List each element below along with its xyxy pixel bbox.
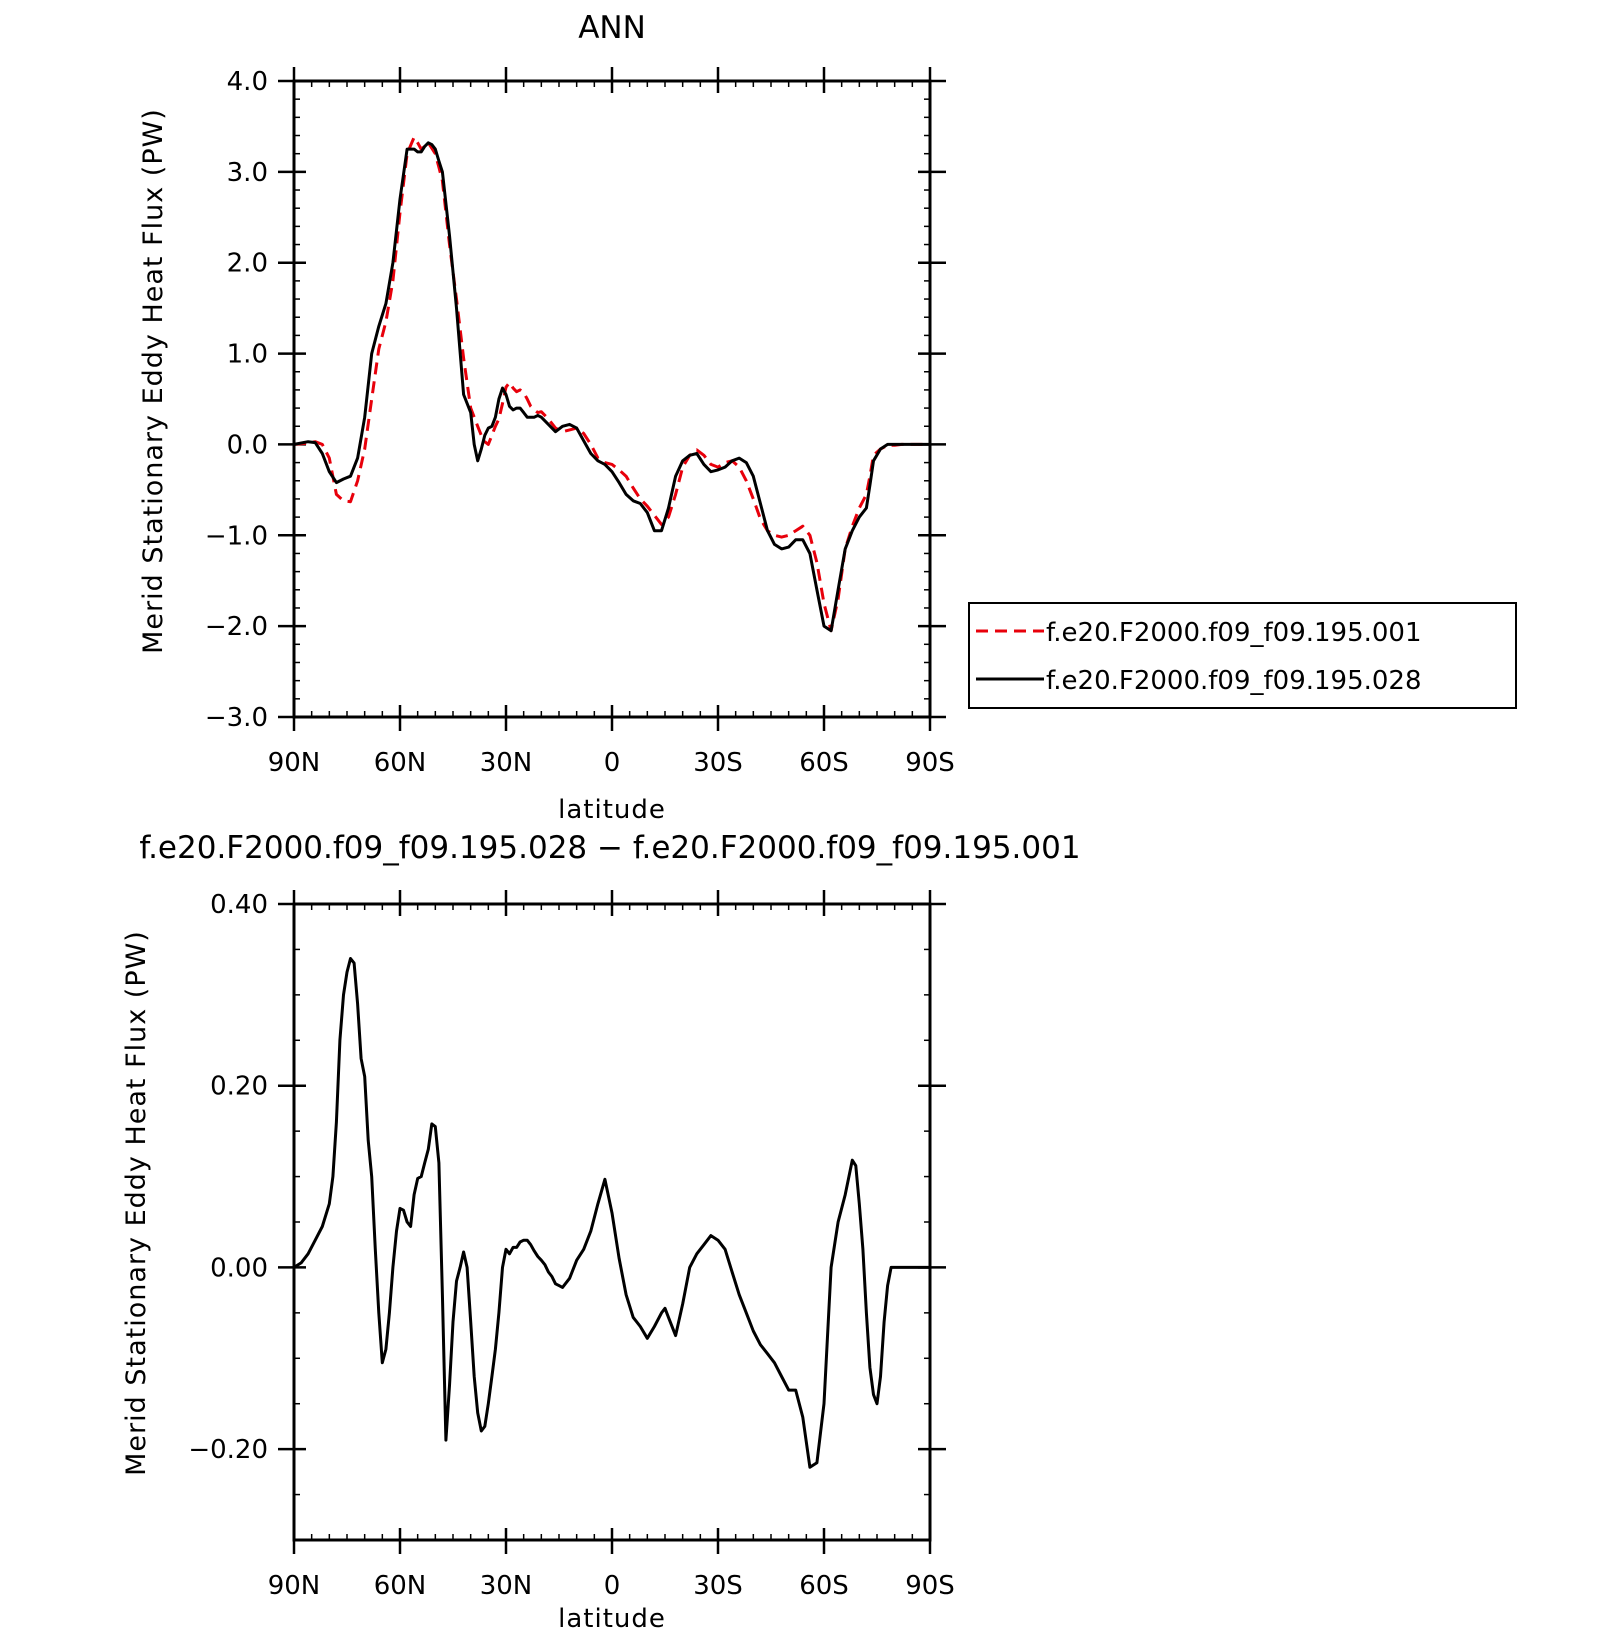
y-tick-label: −3.0 <box>205 703 268 733</box>
bottom-plot-frame <box>292 902 932 1542</box>
x-tick-label: 90N <box>268 1571 321 1601</box>
legend-label-001: f.e20.F2000.f09_f09.195.001 <box>1046 618 1422 648</box>
legend-label-028: f.e20.F2000.f09_f09.195.028 <box>1046 666 1422 696</box>
x-tick-label: 90S <box>905 748 955 778</box>
x-tick-label: 90S <box>905 1571 955 1601</box>
legend-box <box>968 602 1517 709</box>
x-tick-label: 30S <box>693 748 743 778</box>
x-tick-label: 30N <box>480 748 533 778</box>
x-tick-label: 60N <box>374 748 427 778</box>
x-tick-label: 30S <box>693 1571 743 1601</box>
x-tick-label: 60S <box>799 748 849 778</box>
top-series-line-2 <box>293 141 930 633</box>
bottom-panel: f.e20.F2000.f09_f09.195.028 − f.e20.F200… <box>121 830 1081 1634</box>
y-tick-label: −0.20 <box>188 1435 268 1465</box>
bottom-y-axis-label: Merid Stationary Eddy Heat Flux (PW) <box>121 930 152 1476</box>
legend: f.e20.F2000.f09_f09.195.001 f.e20.F2000.… <box>968 602 1517 709</box>
top-tick-labels: −3.0 −2.0 −1.0 0.0 1.0 2.0 3.0 4.0 90N 60N 30N 0 30S… <box>205 67 955 778</box>
top-plot-frame <box>292 79 932 719</box>
bottom-tick-labels: −0.20 0.00 0.20 0.40 90N 60N 30N 0 30S 60S 90S <box>188 890 954 1601</box>
y-tick-label: −1.0 <box>205 521 268 551</box>
bottom-series-line-1 <box>293 957 930 1469</box>
x-tick-label: 30N <box>480 1571 533 1601</box>
top-series-lines <box>293 135 930 633</box>
y-tick-label: 0.20 <box>210 1072 268 1102</box>
y-tick-label: 0.0 <box>227 430 268 460</box>
top-axis-ticks <box>278 67 946 731</box>
x-tick-label: 0 <box>604 1571 621 1601</box>
top-series-line-1 <box>293 135 930 633</box>
y-tick-label: 3.0 <box>227 158 268 188</box>
top-x-axis-label: latitude <box>558 795 666 825</box>
y-tick-label: 4.0 <box>227 67 268 97</box>
y-tick-label: 0.40 <box>210 890 268 920</box>
y-tick-label: 2.0 <box>227 249 268 279</box>
top-y-axis-label: Merid Stationary Eddy Heat Flux (PW) <box>138 108 169 654</box>
x-tick-label: 60S <box>799 1571 849 1601</box>
x-tick-label: 90N <box>268 748 321 778</box>
top-chart-title: ANN <box>578 10 646 46</box>
x-tick-label: 0 <box>604 748 621 778</box>
bottom-series-lines <box>293 957 930 1469</box>
bottom-x-axis-label: latitude <box>558 1604 666 1634</box>
bottom-chart-title: f.e20.F2000.f09_f09.195.028 − f.e20.F200… <box>139 830 1080 866</box>
y-tick-label: −2.0 <box>205 612 268 642</box>
y-tick-label: 0.00 <box>210 1253 268 1283</box>
x-tick-label: 60N <box>374 1571 427 1601</box>
y-tick-label: 1.0 <box>227 340 268 370</box>
top-panel: ANN Merid Stationary Eddy Heat Flux (PW)… <box>138 10 1517 825</box>
